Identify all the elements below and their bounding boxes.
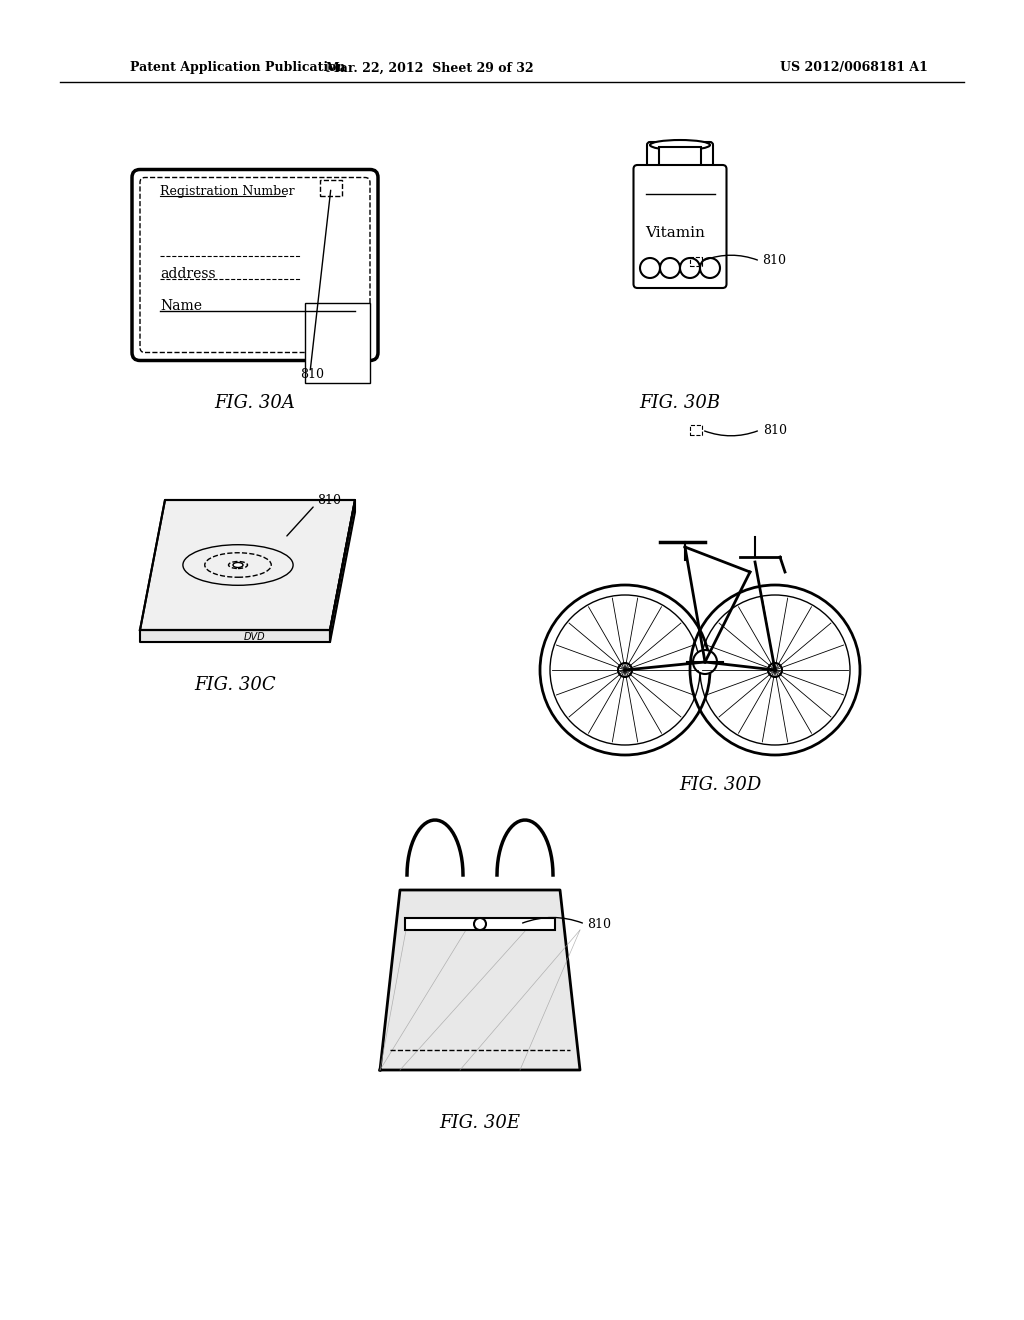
Text: DVD: DVD [244,632,266,642]
Circle shape [768,663,782,677]
Text: FIG. 30C: FIG. 30C [195,676,275,694]
Ellipse shape [233,562,243,568]
Polygon shape [140,630,330,642]
Text: FIG. 30E: FIG. 30E [439,1114,520,1133]
Text: 810: 810 [763,424,787,437]
Ellipse shape [650,140,710,150]
FancyBboxPatch shape [634,165,726,288]
Text: FIG. 30A: FIG. 30A [215,393,296,412]
Bar [305,302,370,383]
FancyBboxPatch shape [647,143,713,183]
Text: 810: 810 [587,917,611,931]
Text: Patent Application Publication: Patent Application Publication [130,62,345,74]
Circle shape [618,663,632,677]
Circle shape [474,917,486,931]
Text: US 2012/0068181 A1: US 2012/0068181 A1 [780,62,928,74]
Circle shape [693,649,717,675]
FancyBboxPatch shape [132,169,378,360]
Text: Name: Name [160,298,202,313]
Circle shape [660,257,680,279]
Polygon shape [380,890,580,1071]
Circle shape [700,257,720,279]
Text: Vitamin: Vitamin [645,226,705,240]
Text: 810: 810 [762,255,786,268]
Text: address: address [160,267,216,281]
Polygon shape [140,500,355,630]
Text: 810: 810 [317,494,341,507]
Text: 810: 810 [300,367,324,380]
Circle shape [640,257,660,279]
Bar [406,917,555,931]
Text: FIG. 30B: FIG. 30B [639,393,721,412]
Bar [690,257,702,267]
Text: Registration Number: Registration Number [160,185,295,198]
Circle shape [680,257,700,279]
Polygon shape [330,500,355,642]
Bar [319,180,342,195]
Bar [690,425,702,436]
Text: FIG. 30D: FIG. 30D [679,776,761,795]
Text: Mar. 22, 2012  Sheet 29 of 32: Mar. 22, 2012 Sheet 29 of 32 [327,62,534,74]
Bar [659,147,701,169]
